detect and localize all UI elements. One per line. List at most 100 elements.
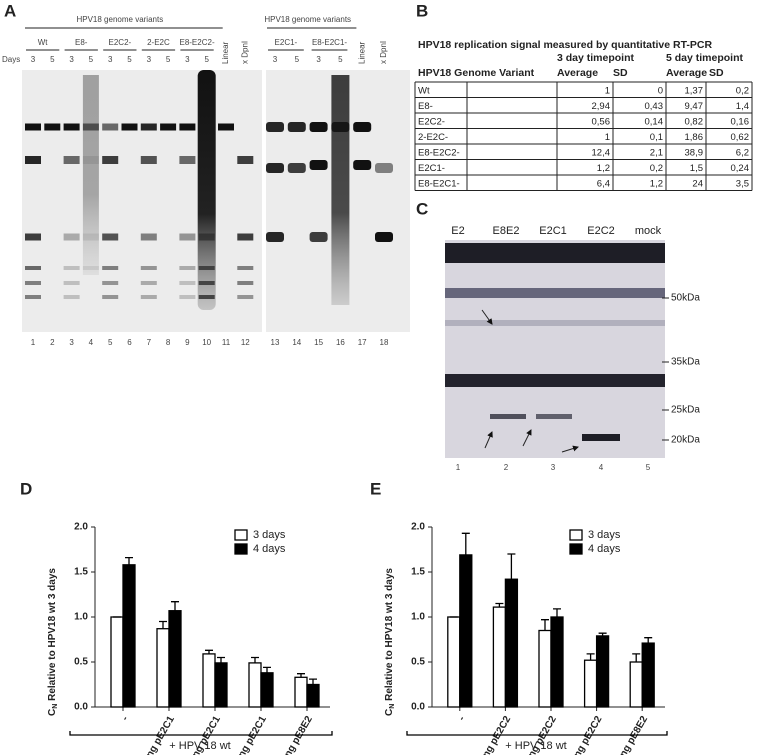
x-tick-label: - (456, 714, 467, 722)
table-cell: 0,62 (731, 132, 750, 143)
lane-number: 16 (336, 338, 345, 347)
day-label: 3 (316, 55, 321, 64)
gel-band (102, 295, 119, 299)
error-bar (251, 656, 259, 663)
day-label: 3 (185, 55, 190, 64)
table-cell: 1,5 (690, 163, 703, 174)
lane-label: mock (635, 225, 662, 237)
gel-band (353, 160, 372, 170)
gel-band (160, 123, 177, 131)
x-bracket (406, 731, 668, 736)
gel-band (63, 123, 80, 131)
bar (306, 683, 320, 708)
error-bar (159, 620, 167, 629)
y-axis-label-part: Relative to HPV18 wt 3 days (47, 568, 58, 704)
legend-swatch (234, 543, 248, 555)
gel-band (140, 281, 157, 285)
gel-band (179, 295, 196, 299)
panel-label: E (370, 479, 381, 498)
legend-swatch (569, 543, 583, 555)
gel-band (309, 122, 328, 132)
bar (214, 662, 228, 708)
y-tick-label: 0.5 (74, 657, 88, 668)
table-cell: 6,2 (736, 147, 749, 158)
bar (595, 635, 610, 708)
table-cell: 1,37 (685, 85, 704, 96)
marker-label: 50kDa (671, 293, 700, 304)
lane-number: 9 (185, 338, 190, 347)
y-tick-label: 1.5 (411, 567, 425, 578)
lane-number: 3 (551, 463, 556, 472)
table-cell: 0,43 (645, 101, 664, 112)
lane-label: E2C1 (539, 225, 567, 237)
table-cell: 1 (605, 132, 610, 143)
lane-label: x DpnI (240, 41, 249, 64)
gel-band (102, 281, 119, 285)
group-label: Wt (38, 38, 49, 47)
table-cell: 6,4 (597, 178, 610, 189)
bar (110, 616, 124, 708)
gel-band (25, 156, 41, 164)
gel-band (25, 266, 41, 270)
day-label: 5 (166, 55, 171, 64)
bar (504, 578, 519, 708)
gel-smear (331, 75, 350, 305)
gel-band (218, 123, 234, 131)
y-axis-label-part: C (384, 709, 395, 716)
bar (641, 642, 655, 708)
table-cell: 1,2 (650, 178, 663, 189)
table-cell: 24 (692, 178, 703, 189)
table-cell: 0,14 (645, 116, 664, 127)
gel-band (266, 163, 284, 173)
gel-band (309, 160, 328, 170)
table-title: HPV18 replication signal measured by qua… (418, 39, 712, 51)
gel-band (140, 233, 157, 241)
lane-number: 11 (222, 338, 231, 347)
column-header: Average (666, 67, 707, 79)
lane-number: 5 (108, 338, 113, 347)
y-axis-label: CN Relative to HPV18 wt 3 days (384, 568, 397, 716)
blot-band (445, 374, 665, 387)
bar (248, 662, 262, 708)
table-cell: 2,94 (592, 101, 611, 112)
lane-label: Linear (221, 41, 230, 64)
gel-band (63, 281, 80, 285)
table-cell: 1,4 (736, 101, 749, 112)
arrow (561, 445, 579, 453)
column-header: Average (557, 67, 598, 79)
day-label: 5 (295, 55, 300, 64)
x-bracket (69, 731, 333, 736)
lane-number: 18 (380, 338, 389, 347)
lane-label: Linear (357, 41, 366, 64)
column-header: SD (709, 67, 724, 79)
x-axis-label: + HPV 18 wt (505, 740, 566, 752)
error-bar (541, 619, 549, 631)
error-bar (125, 556, 133, 565)
arrow (484, 431, 493, 449)
gel-band (266, 122, 284, 132)
table-cell: 0 (658, 85, 663, 96)
group-label: 2-E2C (147, 38, 170, 47)
arrow (522, 429, 532, 447)
table-cell: 1,86 (685, 132, 704, 143)
lane-number: 3 (69, 338, 74, 347)
gel-band (140, 156, 157, 164)
table-cell: Wt (418, 85, 430, 96)
y-tick-label: 2.0 (74, 522, 88, 533)
lane-number: 7 (147, 338, 152, 347)
error-bar (644, 637, 653, 644)
blot-band (582, 434, 620, 441)
gel-band (25, 281, 41, 285)
lane-number: 2 (50, 338, 55, 347)
gel-smear (197, 70, 216, 310)
lane-number: 1 (456, 463, 461, 472)
gel-band (179, 266, 196, 270)
table-cell: 0,2 (736, 85, 749, 96)
bar (629, 661, 643, 708)
gel-band (25, 233, 41, 241)
group-label: E8-E2C1- (312, 38, 347, 47)
column-header: SD (613, 67, 628, 79)
lane-label: E2 (451, 225, 464, 237)
bar (202, 653, 216, 708)
